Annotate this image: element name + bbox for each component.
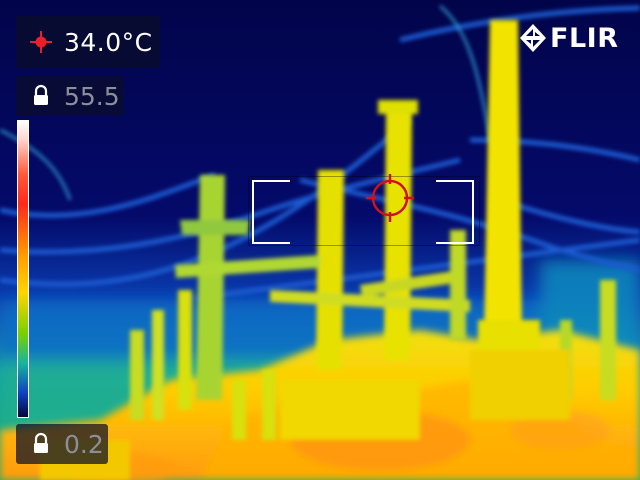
measurement-box-right-bracket bbox=[436, 180, 474, 244]
lock-icon bbox=[28, 83, 54, 109]
range-max-value: 55.5 bbox=[64, 82, 120, 111]
spot-temperature-value: 34.0°C bbox=[64, 28, 153, 57]
spot-meter-reticle-icon[interactable] bbox=[366, 174, 414, 222]
temperature-color-scale bbox=[17, 120, 29, 418]
range-min-panel[interactable]: 0.2 bbox=[16, 424, 108, 464]
flir-logo-icon bbox=[520, 24, 546, 52]
spot-temperature-panel: 34.0°C bbox=[16, 16, 160, 68]
flir-logo-text: FLIR bbox=[550, 25, 619, 52]
measurement-box-left-bracket bbox=[252, 180, 290, 244]
flir-logo: FLIR bbox=[520, 24, 619, 52]
range-max-panel[interactable]: 55.5 bbox=[16, 76, 124, 116]
range-min-value: 0.2 bbox=[64, 430, 104, 459]
lock-icon bbox=[28, 431, 54, 457]
crosshair-spot-icon bbox=[30, 31, 52, 53]
